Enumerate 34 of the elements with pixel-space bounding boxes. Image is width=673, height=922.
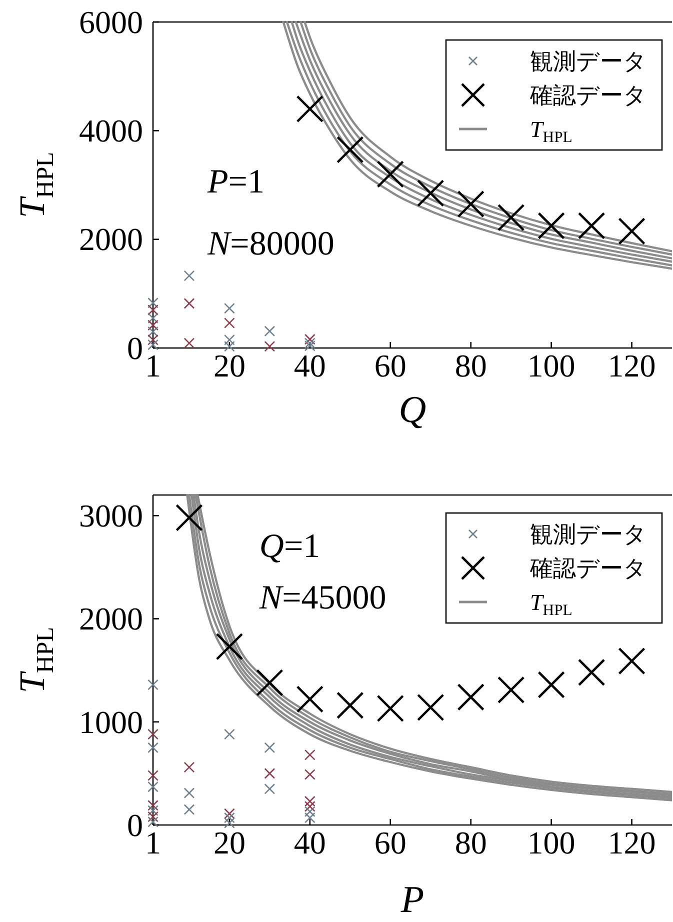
legend-label: 観測データ xyxy=(530,48,647,74)
x-tick-label: 80 xyxy=(454,348,487,384)
x-tick-label: 120 xyxy=(608,348,656,384)
y-tick-label: 6000 xyxy=(79,4,143,40)
x-tick-label: 100 xyxy=(527,824,576,861)
x-tick-label: 20 xyxy=(213,824,246,861)
x-tick-label: 40 xyxy=(294,348,326,384)
y-tick-label: 4000 xyxy=(79,112,143,149)
legend-label: 確認データ xyxy=(529,556,647,580)
x-tick-label: 60 xyxy=(374,824,406,861)
x-tick-label: 100 xyxy=(527,348,576,384)
y-tick-label: 0 xyxy=(127,806,143,843)
x-tick-label: 20 xyxy=(213,348,246,384)
annotation: N=45000 xyxy=(258,578,386,616)
legend-label: T$_{HPL}$ xyxy=(530,116,572,146)
x-tick-label: 1 xyxy=(145,348,161,384)
y-tick-label: 0 xyxy=(127,330,143,366)
x-tick-label: 40 xyxy=(294,824,326,861)
x-axis-title: Q xyxy=(398,389,426,431)
y-tick-label: 2000 xyxy=(79,600,143,637)
legend-label: 確認データ xyxy=(529,82,647,108)
x-axis-title: P xyxy=(400,879,424,921)
legend-label: T$_{HPL}$ xyxy=(530,590,572,619)
legend-label: 観測データ xyxy=(530,522,647,546)
annotation: Q=1 xyxy=(259,528,320,565)
x-tick-label: 120 xyxy=(608,824,656,861)
annotation: P=1 xyxy=(206,163,264,200)
y-tick-label: 3000 xyxy=(79,498,143,534)
x-tick-label: 1 xyxy=(145,824,161,861)
annotation: N=80000 xyxy=(206,225,334,262)
x-tick-label: 80 xyxy=(454,824,487,861)
x-tick-label: 60 xyxy=(374,348,406,384)
y-tick-label: 2000 xyxy=(79,221,143,258)
y-tick-label: 1000 xyxy=(79,704,143,740)
